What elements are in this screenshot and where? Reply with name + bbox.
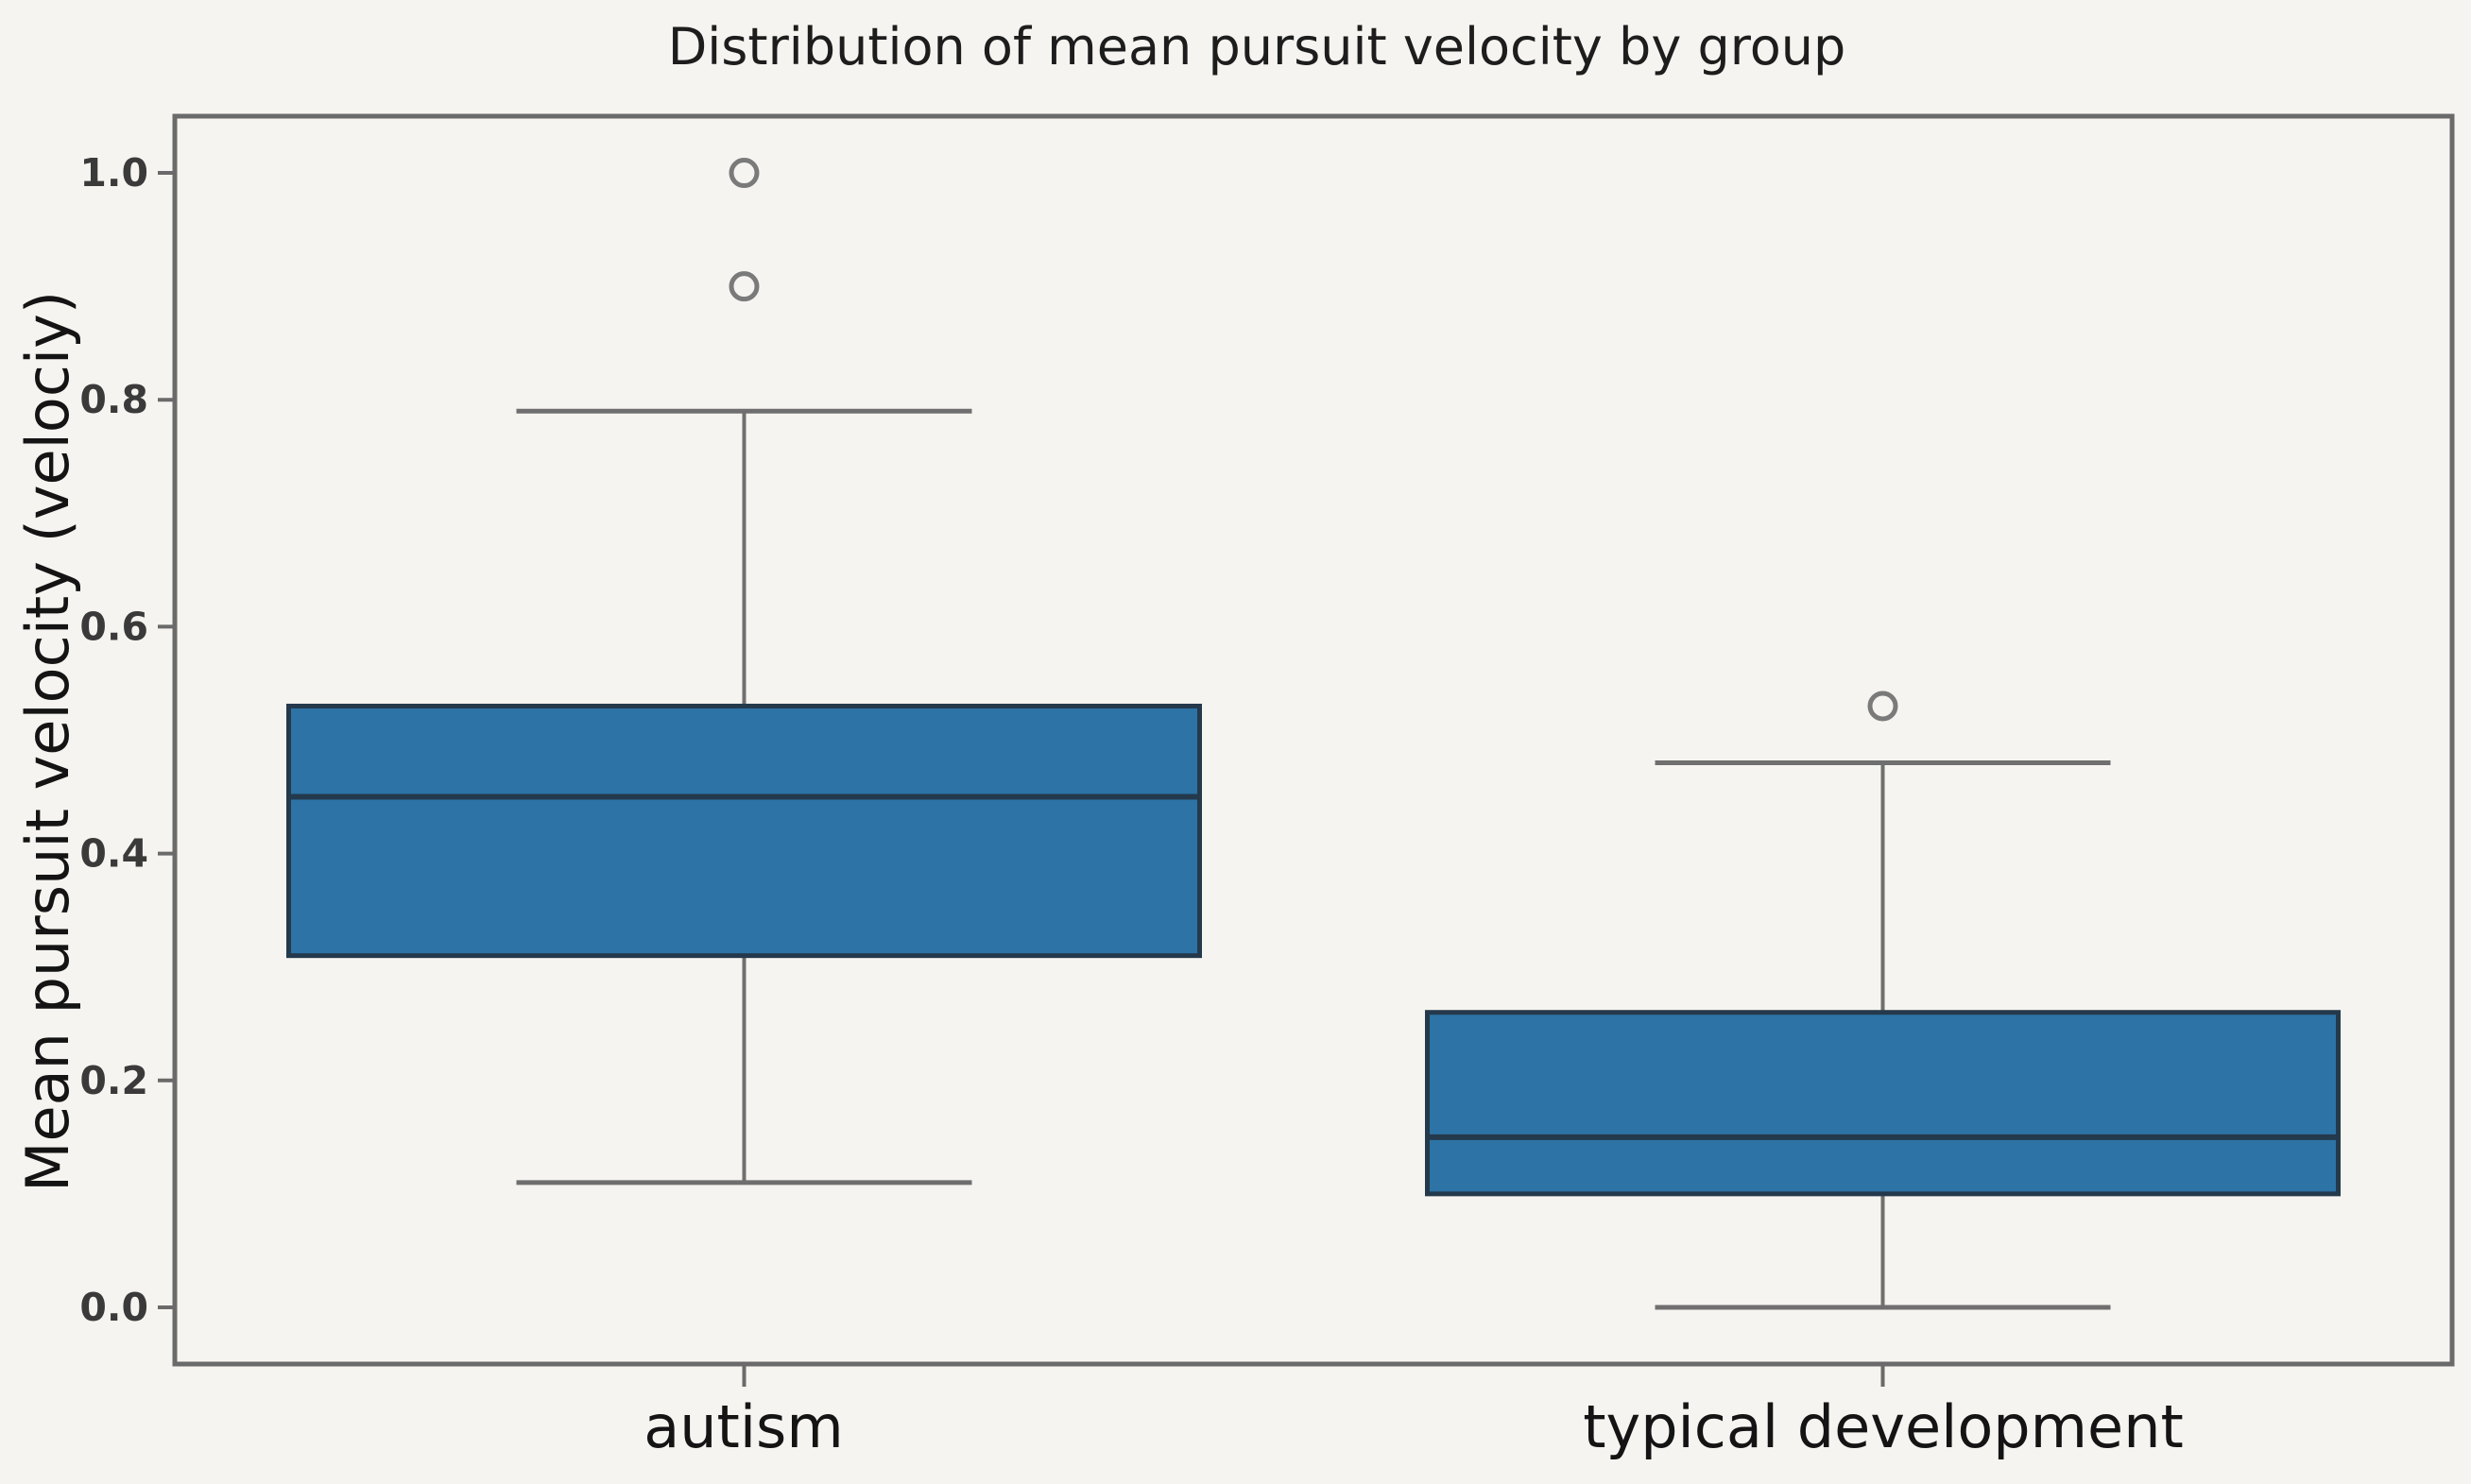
y-tick-labels: 0.0 0.2 0.4 0.6 0.8 1.0	[79, 150, 148, 1330]
outlier-point-autism	[729, 271, 760, 302]
plot-marks	[158, 113, 2455, 1387]
iqr-box-autism	[286, 703, 1202, 959]
chart-title: Distribution of mean pursuit velocity by…	[668, 17, 1846, 77]
y-tick-label: 1.0	[79, 150, 148, 196]
y-tick-label: 0.4	[79, 831, 148, 877]
y-axis-label: Mean pursuit velocity (velociy)	[13, 291, 82, 1192]
y-tick-label: 0.8	[79, 377, 148, 422]
y-tick-label: 0.0	[79, 1285, 148, 1330]
plot-border	[172, 113, 2455, 1367]
x-tick-label-typical-development: typical development	[1583, 1392, 2184, 1461]
outlier-point-typical-development	[1867, 691, 1898, 722]
iqr-box-typical-development	[1425, 1010, 2341, 1197]
x-tick-label-autism: autism	[643, 1392, 844, 1461]
outlier-point-autism	[729, 158, 760, 189]
y-tick-label: 0.6	[79, 604, 148, 649]
y-tick-label: 0.2	[79, 1058, 148, 1103]
